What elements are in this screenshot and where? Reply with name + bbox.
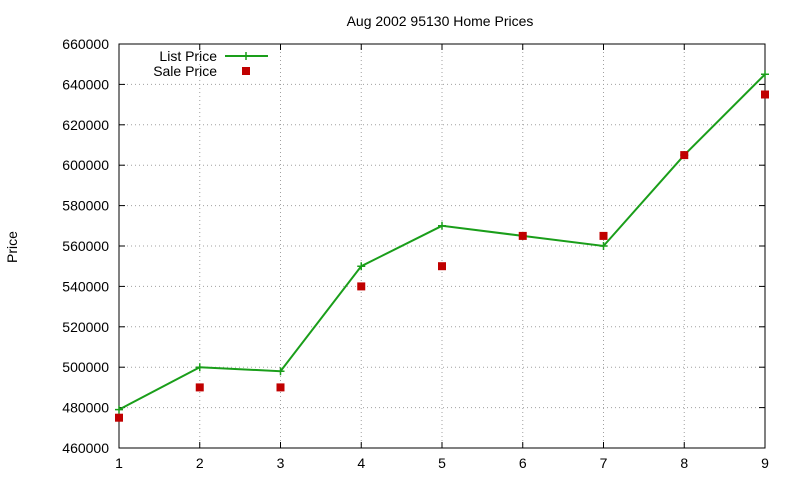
x-tick-label: 5 bbox=[438, 455, 446, 471]
sale-price-point bbox=[438, 262, 446, 271]
x-tick-label: 3 bbox=[277, 455, 285, 471]
grid-layer bbox=[119, 44, 765, 448]
x-tick-label: 6 bbox=[519, 455, 527, 471]
sale-price-point bbox=[518, 231, 527, 240]
list-price-point bbox=[599, 242, 608, 250]
y-tick-label: 520000 bbox=[62, 319, 109, 335]
legend-label-sale-price: Sale Price bbox=[153, 63, 217, 79]
y-tick-labels: 460000 480000 500000 520000 540000 560000 5800… bbox=[62, 36, 109, 456]
y-tick-label: 660000 bbox=[62, 36, 109, 52]
list-price-point bbox=[357, 262, 366, 271]
sale-price-point bbox=[680, 151, 689, 160]
series-layer bbox=[115, 70, 769, 422]
y-tick-label: 640000 bbox=[62, 76, 109, 92]
legend: List Price Sale Price bbox=[153, 48, 268, 79]
list-price-point bbox=[195, 363, 204, 372]
chart-title: Aug 2002 95130 Home Prices bbox=[347, 13, 534, 29]
legend-marker-sale-price bbox=[242, 67, 250, 75]
list-price-point bbox=[438, 221, 446, 230]
legend-marker-list-price bbox=[242, 52, 250, 60]
legend-label-list-price: List Price bbox=[159, 48, 217, 64]
x-tick-label: 2 bbox=[196, 455, 204, 471]
list-price-point bbox=[115, 405, 123, 414]
list-price-point bbox=[276, 367, 285, 376]
y-tick-label: 540000 bbox=[62, 278, 109, 294]
x-tick-label: 4 bbox=[357, 455, 365, 471]
y-tick-label: 600000 bbox=[62, 157, 109, 173]
sale-price-point bbox=[761, 90, 769, 99]
x-tick-label: 9 bbox=[761, 455, 769, 471]
sale-price-point bbox=[276, 383, 285, 392]
y-tick-label: 500000 bbox=[62, 359, 109, 375]
x-tick-labels: 1 2 3 4 5 6 7 8 9 bbox=[115, 455, 769, 471]
sale-price-point bbox=[195, 383, 204, 392]
sale-price-point bbox=[599, 231, 608, 240]
y-tick-label: 460000 bbox=[62, 440, 109, 456]
y-tick-label: 480000 bbox=[62, 400, 109, 416]
y-tick-label: 620000 bbox=[62, 117, 109, 133]
x-tick-label: 7 bbox=[600, 455, 608, 471]
x-tick-label: 8 bbox=[680, 455, 688, 471]
list-price-point bbox=[761, 70, 769, 79]
y-axis-label: Price bbox=[4, 231, 20, 263]
y-tick-label: 560000 bbox=[62, 238, 109, 254]
y-tick-label: 580000 bbox=[62, 198, 109, 214]
sale-price-point bbox=[357, 282, 366, 291]
sale-price-point bbox=[115, 413, 123, 422]
x-tick-label: 1 bbox=[115, 455, 123, 471]
